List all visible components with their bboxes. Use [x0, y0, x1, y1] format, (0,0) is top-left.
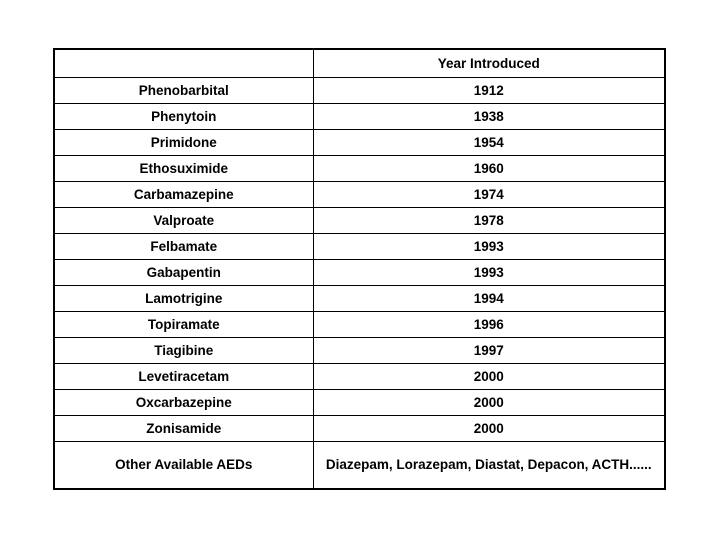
- table-row: Topiramate 1996: [53, 311, 666, 338]
- drug-name-cell: Lamotrigine: [53, 285, 314, 312]
- year-cell: 2000: [312, 363, 666, 390]
- table-header-row: Year Introduced: [53, 48, 666, 78]
- table-row: Primidone 1954: [53, 129, 666, 156]
- table-footer-row: Other Available AEDs Diazepam, Lorazepam…: [53, 441, 666, 490]
- year-cell: 1954: [312, 129, 666, 156]
- year-cell: 1974: [312, 181, 666, 208]
- footer-label-cell: Other Available AEDs: [53, 441, 314, 490]
- table-row: Felbamate 1993: [53, 233, 666, 260]
- drug-name-cell: Ethosuximide: [53, 155, 314, 182]
- drug-name-cell: Zonisamide: [53, 415, 314, 442]
- year-cell: 1960: [312, 155, 666, 182]
- table-row: Valproate 1978: [53, 207, 666, 234]
- drug-name-cell: Primidone: [53, 129, 314, 156]
- header-empty-cell: [53, 48, 314, 78]
- table-row: Phenytoin 1938: [53, 103, 666, 130]
- year-cell: 2000: [312, 389, 666, 416]
- header-year-introduced: Year Introduced: [312, 48, 666, 78]
- drug-name-cell: Tiagibine: [53, 337, 314, 364]
- drug-name-cell: Phenobarbital: [53, 77, 314, 104]
- drug-name-cell: Valproate: [53, 207, 314, 234]
- year-cell: 1993: [312, 233, 666, 260]
- drug-name-cell: Topiramate: [53, 311, 314, 338]
- year-cell: 1997: [312, 337, 666, 364]
- drug-name-cell: Carbamazepine: [53, 181, 314, 208]
- year-cell: 1993: [312, 259, 666, 286]
- drug-name-cell: Gabapentin: [53, 259, 314, 286]
- table-row: Oxcarbazepine 2000: [53, 389, 666, 416]
- table-row: Ethosuximide 1960: [53, 155, 666, 182]
- year-cell: 1978: [312, 207, 666, 234]
- footer-value-cell: Diazepam, Lorazepam, Diastat, Depacon, A…: [312, 441, 666, 490]
- table-row: Gabapentin 1993: [53, 259, 666, 286]
- year-cell: 1938: [312, 103, 666, 130]
- table-row: Tiagibine 1997: [53, 337, 666, 364]
- drug-name-cell: Felbamate: [53, 233, 314, 260]
- aed-introduction-table: Year Introduced Phenobarbital 1912 Phenyto…: [53, 48, 666, 490]
- table-row: Phenobarbital 1912: [53, 77, 666, 104]
- table-row: Levetiracetam 2000: [53, 363, 666, 390]
- drug-name-cell: Phenytoin: [53, 103, 314, 130]
- year-cell: 1912: [312, 77, 666, 104]
- table-row: Lamotrigine 1994: [53, 285, 666, 312]
- table-row: Carbamazepine 1974: [53, 181, 666, 208]
- drug-name-cell: Oxcarbazepine: [53, 389, 314, 416]
- year-cell: 1996: [312, 311, 666, 338]
- drug-name-cell: Levetiracetam: [53, 363, 314, 390]
- table-row: Zonisamide 2000: [53, 415, 666, 442]
- year-cell: 2000: [312, 415, 666, 442]
- year-cell: 1994: [312, 285, 666, 312]
